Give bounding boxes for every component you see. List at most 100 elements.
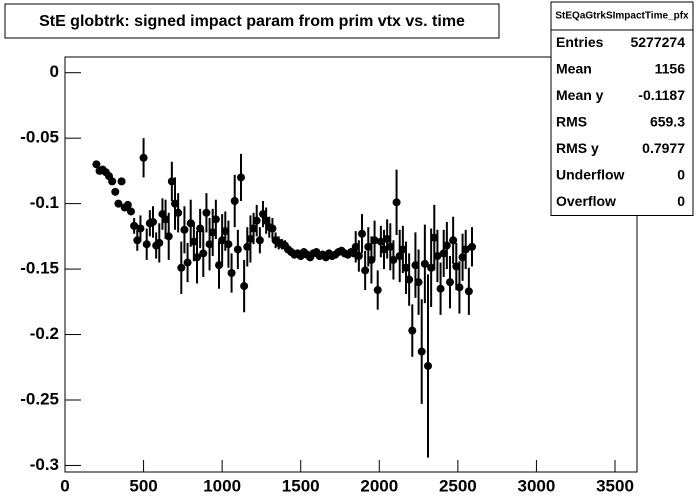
y-tick-label: 0: [50, 62, 59, 81]
point: [427, 263, 436, 272]
point: [142, 240, 151, 249]
point: [130, 221, 139, 230]
point: [364, 242, 373, 251]
stats-value: -0.1187: [638, 87, 685, 103]
point: [358, 229, 366, 238]
point: [408, 326, 417, 335]
point: [149, 217, 157, 226]
stats-value: 0: [677, 166, 685, 182]
point: [446, 278, 454, 287]
x-tick-label: 3500: [596, 476, 634, 495]
point: [108, 177, 117, 186]
point: [208, 228, 217, 237]
stats-label: RMS y: [556, 140, 599, 156]
y-tick-label: -0.15: [20, 259, 59, 278]
stats-value: 5277274: [630, 34, 685, 50]
point: [202, 208, 211, 217]
point: [354, 251, 363, 260]
point: [433, 251, 442, 260]
point: [233, 245, 242, 254]
point: [439, 249, 448, 258]
point: [367, 255, 376, 264]
point: [167, 177, 176, 186]
point: [424, 361, 432, 370]
point: [199, 249, 208, 258]
point: [189, 237, 198, 246]
stats-value: 659.3: [650, 113, 685, 129]
x-tick-label: 1000: [203, 476, 241, 495]
x-tick-label: 2000: [360, 476, 398, 495]
stats-value: 0: [677, 193, 685, 209]
stats-label: Mean: [556, 60, 592, 76]
point: [361, 266, 370, 275]
point: [224, 240, 233, 249]
point: [117, 177, 126, 186]
point: [455, 283, 464, 292]
point: [398, 245, 407, 254]
point: [186, 219, 195, 228]
point: [221, 227, 230, 236]
frame: [64, 56, 638, 473]
point: [389, 255, 398, 264]
point: [205, 240, 214, 249]
point: [92, 160, 101, 169]
point: [252, 216, 261, 225]
point: [380, 245, 388, 254]
x-tick-label: 500: [129, 476, 157, 495]
point: [155, 238, 164, 247]
point: [442, 241, 451, 250]
point: [174, 208, 183, 217]
point: [215, 261, 223, 270]
point: [230, 197, 239, 206]
point: [262, 216, 271, 225]
y-tick-label: -0.1: [30, 193, 59, 212]
point: [395, 251, 404, 260]
point: [136, 224, 145, 233]
chart-title: StE globtrk: signed impact param from pr…: [39, 13, 465, 30]
point: [386, 242, 395, 251]
point: [249, 224, 258, 233]
point: [193, 253, 201, 262]
stats-title: StEQaGtrkSImpactTime_pfx: [555, 11, 689, 22]
x-tick-label: 2500: [439, 476, 477, 495]
point: [461, 245, 470, 254]
x-tick-label: 1500: [282, 476, 320, 495]
point: [255, 236, 264, 245]
y-tick-label: -0.3: [30, 455, 59, 474]
stats-label: Entries: [556, 34, 604, 50]
point: [211, 215, 220, 224]
point: [183, 258, 192, 267]
point: [133, 236, 142, 245]
point: [227, 269, 236, 278]
point: [458, 253, 467, 262]
point: [464, 287, 473, 296]
point: [468, 242, 476, 251]
point: [259, 210, 267, 219]
stats-box: [550, 1, 694, 216]
point: [351, 242, 360, 251]
point: [449, 236, 458, 245]
point: [237, 173, 245, 182]
point: [417, 347, 426, 356]
point: [111, 187, 120, 196]
point: [370, 236, 379, 245]
point: [420, 259, 429, 268]
stats-label: Underflow: [556, 166, 625, 182]
point: [392, 198, 401, 207]
point: [246, 234, 255, 243]
stats-value: 0.7977: [642, 140, 685, 156]
point: [180, 225, 189, 234]
point: [127, 207, 135, 216]
point: [177, 263, 186, 272]
title-box: [4, 3, 500, 39]
point: [414, 278, 423, 287]
x-tick-label: 0: [60, 476, 69, 495]
point: [161, 215, 170, 224]
stats-label: Mean y: [556, 87, 604, 103]
point: [139, 153, 148, 162]
point: [268, 224, 277, 233]
stats-label: RMS: [556, 113, 587, 129]
point: [411, 261, 420, 270]
y-tick-label: -0.25: [20, 389, 59, 408]
